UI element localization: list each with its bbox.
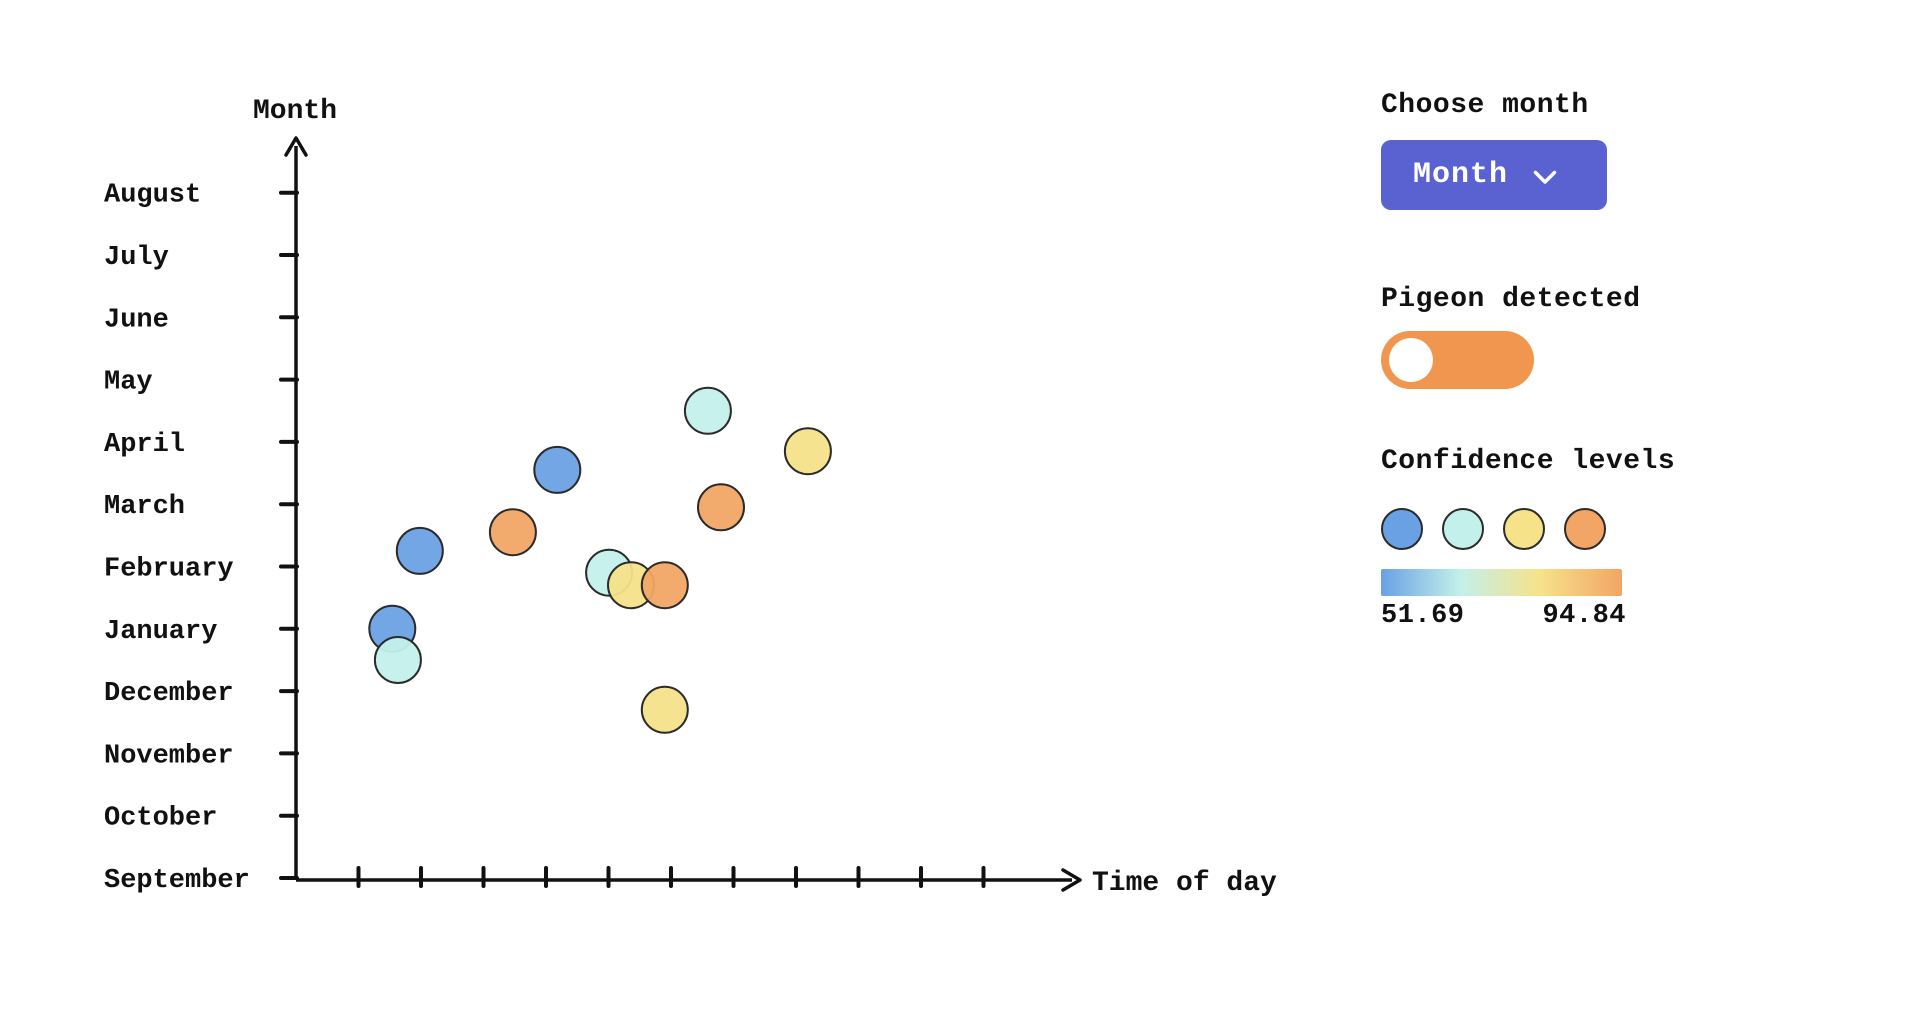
y-axis-label-april: April	[104, 430, 185, 460]
bubble-yellow[interactable]	[783, 427, 832, 476]
y-axis-label-september: September	[104, 866, 250, 896]
y-axis-label-may: May	[104, 368, 153, 398]
bubble-orange[interactable]	[488, 508, 537, 557]
pigeon-detected-heading: Pigeon detected	[1381, 284, 1641, 315]
month-dropdown-button[interactable]: Month	[1381, 140, 1607, 210]
y-axis-label-january: January	[104, 617, 217, 647]
y-axis-label-february: February	[104, 555, 234, 585]
bubble-cyan[interactable]	[683, 386, 732, 435]
bubble-blue[interactable]	[395, 526, 444, 575]
bubble-cyan[interactable]	[373, 636, 422, 684]
confidence-legend-swatches	[1381, 508, 1606, 550]
y-axis-label-october: October	[104, 804, 217, 834]
choose-month-heading: Choose month	[1381, 90, 1589, 121]
y-axis-arrow-icon	[284, 136, 308, 157]
confidence-swatch-yellow	[1503, 508, 1545, 550]
y-axis-label-december: December	[104, 679, 234, 709]
bubble-yellow[interactable]	[640, 685, 689, 734]
y-axis-label-august: August	[104, 181, 201, 211]
confidence-range-labels: 51.69 94.84	[1381, 601, 1626, 631]
confidence-min-label: 51.69	[1381, 601, 1465, 631]
y-axis-label-july: July	[104, 243, 169, 273]
confidence-gradient-bar	[1381, 569, 1622, 596]
confidence-levels-heading: Confidence levels	[1381, 446, 1676, 477]
confidence-swatch-blue	[1381, 508, 1423, 550]
bubble-orange[interactable]	[640, 561, 689, 610]
confidence-swatch-orange	[1564, 508, 1606, 550]
y-axis-label-november: November	[104, 741, 234, 771]
pigeon-detected-toggle[interactable]	[1381, 331, 1534, 389]
bubble-blue[interactable]	[533, 445, 582, 494]
y-axis-label-june: June	[104, 305, 169, 335]
y-axis-title: Month	[253, 96, 337, 127]
x-axis-title: Time of day	[1092, 868, 1277, 899]
y-axis-label-march: March	[104, 492, 185, 522]
confidence-swatch-cyan	[1442, 508, 1484, 550]
toggle-knob	[1389, 338, 1433, 382]
bubble-orange[interactable]	[697, 483, 745, 532]
scatter-chart: September October November December January F…	[104, 96, 1277, 899]
chevron-down-icon	[1533, 170, 1557, 184]
month-dropdown-value: Month	[1413, 158, 1509, 192]
confidence-max-label: 94.84	[1542, 601, 1626, 631]
control-panel: Choose month Month Pigeon detected Confi…	[1381, 0, 1711, 1032]
x-axis-arrow-icon	[1061, 868, 1082, 892]
